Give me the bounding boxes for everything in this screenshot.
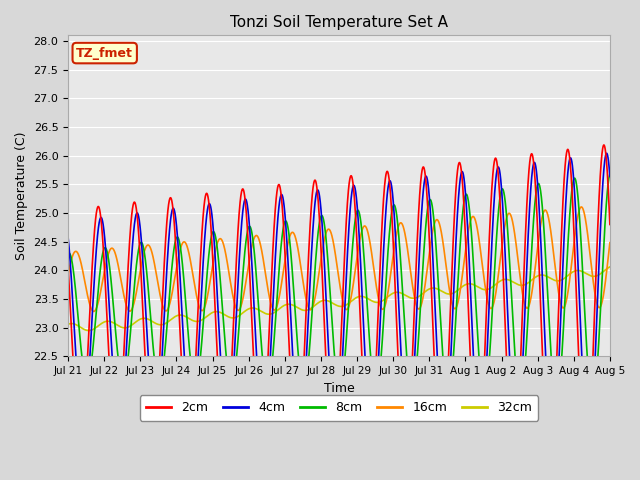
2cm [564, 148, 572, 154]
16cm [461, 252, 469, 257]
16cm [64, 271, 72, 277]
Line: 32cm: 32cm [68, 267, 610, 331]
4cm [461, 184, 468, 190]
16cm [90, 309, 97, 314]
2cm [243, 209, 250, 215]
32cm [346, 300, 353, 305]
4cm [603, 150, 611, 156]
Y-axis label: Soil Temperature (C): Soil Temperature (C) [15, 132, 28, 260]
X-axis label: Time: Time [324, 382, 355, 395]
8cm [346, 286, 353, 291]
16cm [65, 266, 73, 272]
16cm [564, 285, 572, 291]
4cm [346, 214, 353, 219]
2cm [606, 222, 614, 228]
8cm [65, 250, 73, 256]
Line: 16cm: 16cm [68, 207, 610, 312]
32cm [606, 264, 614, 270]
4cm [65, 246, 73, 252]
32cm [564, 272, 572, 278]
4cm [564, 163, 572, 169]
2cm [582, 461, 589, 467]
2cm [461, 222, 468, 228]
32cm [65, 321, 73, 327]
8cm [606, 171, 614, 177]
8cm [413, 357, 421, 362]
16cm [577, 204, 585, 210]
Line: 4cm: 4cm [68, 153, 610, 444]
32cm [64, 321, 72, 327]
Title: Tonzi Soil Temperature Set A: Tonzi Soil Temperature Set A [230, 15, 448, 30]
Legend: 2cm, 4cm, 8cm, 16cm, 32cm: 2cm, 4cm, 8cm, 16cm, 32cm [140, 395, 538, 420]
32cm [243, 307, 250, 313]
8cm [243, 236, 250, 242]
2cm [413, 242, 421, 248]
32cm [461, 282, 469, 288]
2cm [65, 284, 73, 289]
16cm [413, 304, 421, 310]
Text: TZ_fmet: TZ_fmet [76, 47, 133, 60]
16cm [243, 276, 250, 282]
2cm [600, 142, 608, 148]
4cm [413, 302, 421, 308]
4cm [606, 174, 614, 180]
8cm [64, 251, 72, 257]
16cm [346, 300, 353, 306]
32cm [413, 295, 421, 300]
8cm [461, 194, 468, 200]
Line: 2cm: 2cm [68, 145, 610, 464]
32cm [85, 328, 93, 334]
4cm [243, 197, 250, 203]
4cm [585, 442, 593, 447]
Line: 8cm: 8cm [68, 174, 610, 401]
8cm [564, 231, 572, 237]
2cm [64, 264, 72, 270]
8cm [589, 398, 596, 404]
2cm [346, 177, 353, 183]
16cm [606, 240, 614, 246]
4cm [64, 235, 72, 240]
